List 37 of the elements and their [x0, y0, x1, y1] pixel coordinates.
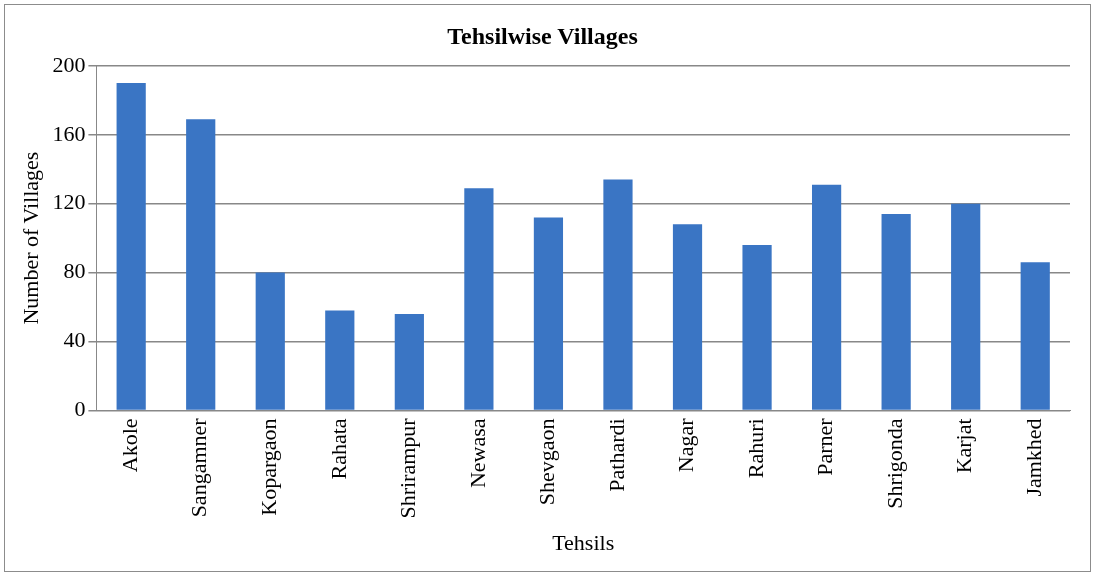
- y-tick-label: 40: [63, 327, 86, 353]
- y-tick-label: 200: [52, 51, 86, 77]
- x-tick-label: Pathardi: [603, 418, 629, 492]
- bar: [603, 179, 633, 410]
- bar: [672, 224, 703, 410]
- y-tick-label: 0: [74, 396, 86, 422]
- y-tick-label: 80: [63, 258, 86, 284]
- x-tick-label: Rahuri: [742, 418, 768, 479]
- x-tick-label: Nagar: [673, 417, 699, 473]
- x-axis-title: Tehsils: [552, 529, 615, 555]
- chart-title: Tehsilwise Villages: [447, 22, 638, 49]
- y-tick-label: 160: [52, 120, 86, 146]
- bar: [1020, 262, 1050, 410]
- x-tick-label: Newasa: [464, 418, 490, 489]
- y-axis-title: Number of Villages: [17, 151, 43, 325]
- x-tick-label: Jamkhed: [1021, 418, 1047, 497]
- x-tick-label: Shevgaon: [534, 418, 560, 506]
- x-tick-label: Sangamner: [186, 417, 212, 518]
- x-tick-label: Shrirampur: [395, 417, 421, 519]
- bar: [742, 244, 772, 410]
- bar: [116, 83, 146, 410]
- bar: [533, 217, 564, 410]
- bar: [394, 313, 424, 410]
- x-tick-label: Shrigonda: [881, 418, 907, 509]
- x-tick-label: Kopargaon: [256, 418, 282, 516]
- bar: [812, 184, 842, 410]
- y-tick-label: 120: [52, 189, 86, 215]
- x-tick-label: Akole: [116, 418, 142, 473]
- bar: [951, 203, 981, 410]
- x-tick-label: Karjat: [951, 418, 977, 474]
- bar: [881, 213, 911, 410]
- x-tick-label: Parner: [812, 417, 838, 476]
- x-tick-label: Rahata: [325, 418, 351, 480]
- bar: [464, 188, 494, 410]
- bar: [325, 310, 355, 410]
- bar: [186, 119, 216, 410]
- bar: [255, 272, 285, 410]
